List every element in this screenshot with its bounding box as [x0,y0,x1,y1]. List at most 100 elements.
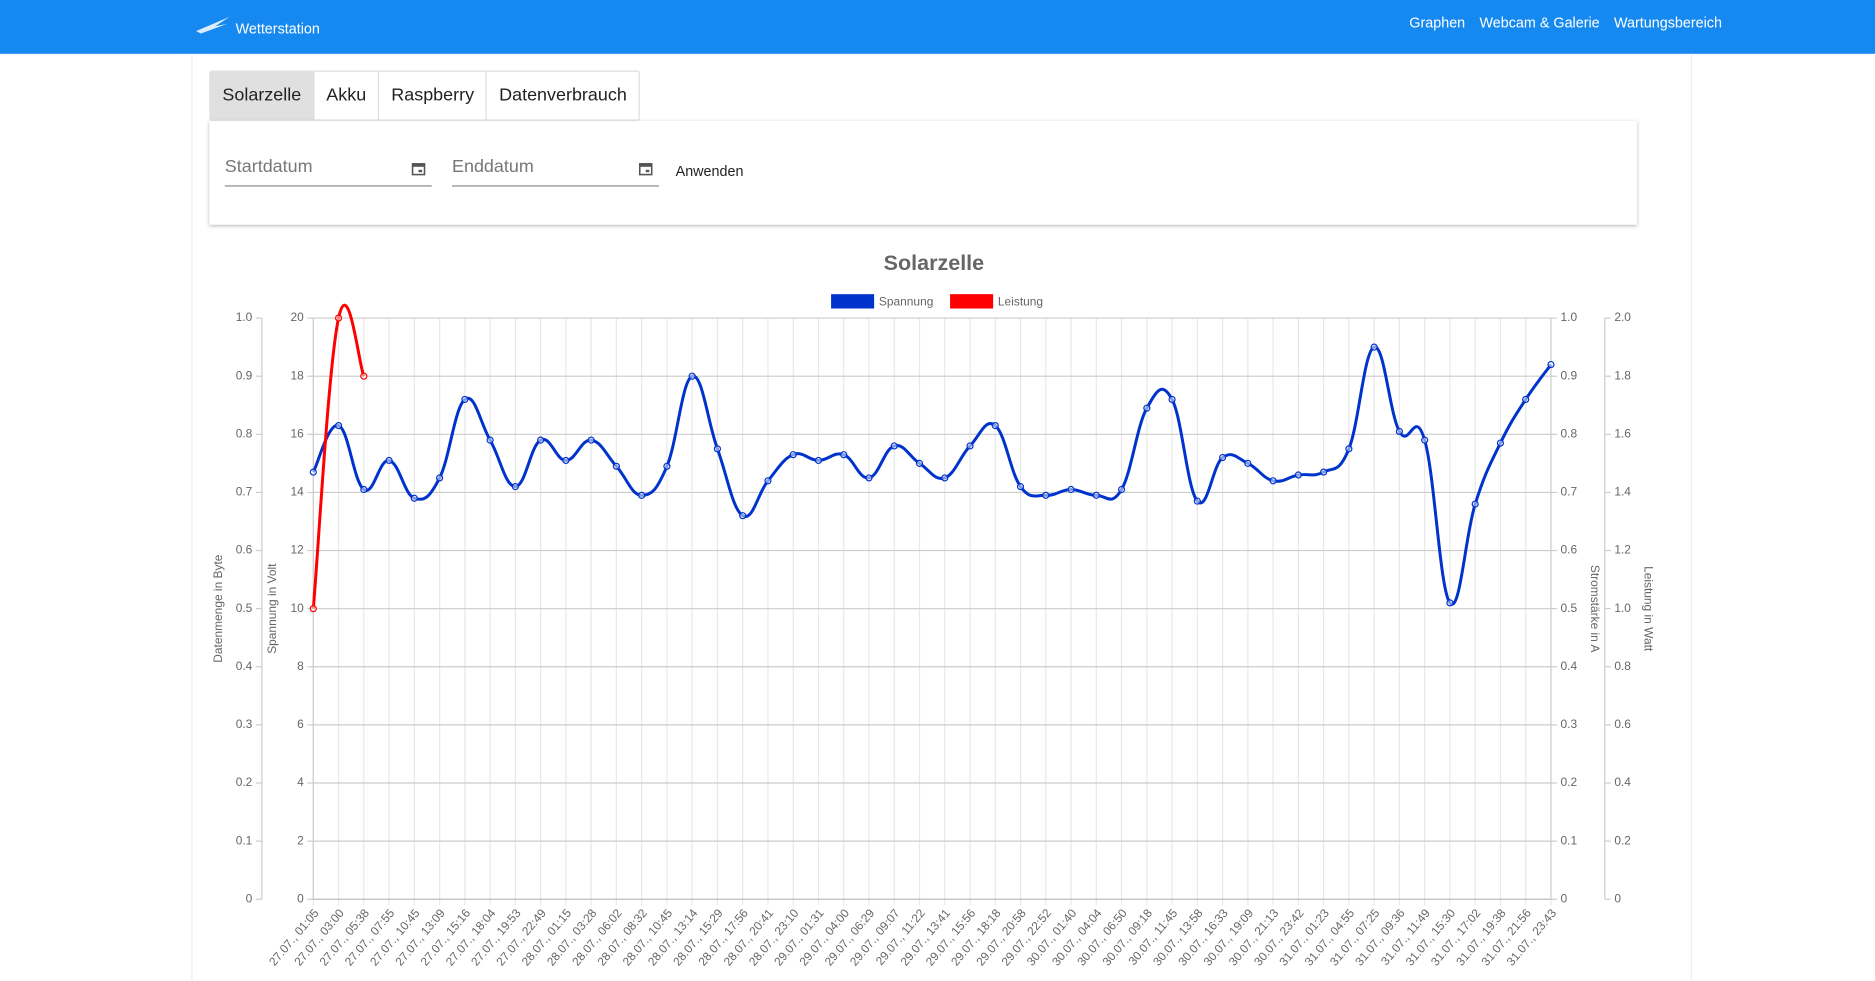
point [1421,436,1429,444]
point [486,436,494,444]
nav-links: Graphen Webcam & Galerie Wartungsbereich [1409,14,1722,31]
tick-label: 0.3 [236,717,253,731]
tick-label: 1.0 [1614,601,1631,615]
tick-label: 1.0 [1561,310,1578,324]
tick-label: 0.5 [1561,601,1578,615]
point [436,474,444,482]
point [789,451,797,459]
tick-label: 1.8 [1614,368,1631,382]
point [1143,404,1151,412]
tick-label: 0.1 [236,833,253,847]
point [1345,445,1353,453]
tick-label: 2 [297,833,304,847]
point [587,436,595,444]
filter-card: Startdatum Enddatum Anwenden [209,120,1638,225]
point [1219,453,1227,462]
point [941,474,949,482]
point [511,483,519,491]
point [1547,360,1555,369]
point [1042,491,1050,499]
legend-swatch [950,294,994,309]
placeholder: Enddatum [452,156,534,177]
tick-label: 0.7 [236,485,253,499]
tick-label: 1.6 [1614,426,1631,440]
point [739,512,747,520]
point [1117,485,1126,494]
placeholder: Startdatum [224,156,313,177]
point [1092,491,1100,499]
brand[interactable]: Wetterstation [235,20,320,38]
tick-label: 6 [297,717,304,731]
tab[interactable]: Akku [314,71,380,120]
tick-label: 0.8 [236,426,253,440]
point [966,442,974,450]
point [360,485,368,494]
tick-label: 0.6 [1561,543,1578,557]
tick-label: 0 [1561,891,1568,905]
tick-label: 1.2 [1614,543,1631,557]
nav-link[interactable]: Webcam & Galerie [1479,14,1600,32]
point [1244,459,1252,467]
point [360,372,368,380]
axis-title: Stromstärke in A [1588,565,1602,653]
tick-label: 1.4 [1614,485,1631,499]
tick-label: 0.3 [1561,717,1578,731]
tick-label: 0.5 [236,601,253,615]
legend-label: Spannung [879,295,933,309]
point [1067,485,1075,494]
point [915,459,924,467]
logo [196,16,230,34]
tick-label: 1.0 [236,310,253,324]
tick-label: 0.7 [1561,485,1578,499]
point [1471,500,1479,508]
point [309,468,317,476]
navbar: Wetterstation Graphen Webcam & Galerie W… [0,0,1875,54]
point [764,477,772,485]
tick-label: 0 [1614,891,1621,905]
point [1446,599,1454,607]
point [612,462,620,470]
point [1269,477,1277,485]
tick-label: 16 [290,426,304,440]
tab[interactable]: Raspberry [379,71,488,120]
tick-label: 0.2 [236,775,253,789]
tick-label: 10 [290,601,304,615]
tab[interactable]: Solarzelle [210,71,315,120]
point [1193,497,1201,505]
point [334,422,343,430]
legend-swatch [831,294,875,309]
point [461,395,469,404]
tick-label: 0.4 [1614,775,1631,789]
tick-label: 0.6 [1614,717,1631,731]
legend-label: Leistung [998,295,1043,309]
nav-link[interactable]: Graphen [1409,14,1466,32]
tick-label: 0 [246,891,253,905]
end-date[interactable]: Enddatum [452,157,659,187]
apply-button[interactable]: Anwenden [675,162,744,180]
point [890,442,898,450]
point [1496,439,1505,447]
tick-label: 18 [290,368,304,382]
tick-label: 2.0 [1614,310,1631,324]
start-date[interactable]: Startdatum [224,156,432,187]
tick-label: 8 [297,659,304,673]
point [309,605,317,613]
tick-label: 12 [290,543,304,557]
nav-link[interactable]: Wartungsbereich [1614,14,1722,32]
tabs: Solarzelle Akku Raspberry Datenverbrauch [209,70,640,121]
point [1016,483,1025,491]
tick-label: 20 [290,310,304,324]
chart-title: Solarzelle [884,251,984,275]
point [1370,343,1378,351]
point [334,314,343,322]
point [1168,395,1176,404]
tick-label: 0.2 [1561,775,1578,789]
tick-label: 0.9 [1561,368,1578,382]
calendar-icon [411,163,426,176]
tick-label: 0 [297,891,304,905]
tab[interactable]: Datenverbrauch [499,84,627,106]
point [410,494,418,502]
tick-label: 0.2 [1614,833,1631,847]
